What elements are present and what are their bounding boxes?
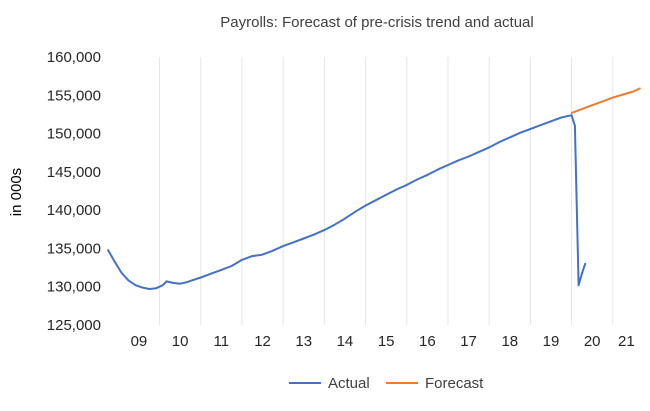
x-axis-ticks: 09 10 11 12 13 14 15 16 17 18 19 20 21 bbox=[131, 333, 635, 350]
x-tick-label: 21 bbox=[618, 333, 635, 350]
data-point-forecast bbox=[622, 93, 624, 96]
x-tick-label: 19 bbox=[543, 333, 560, 350]
x-tick-label: 12 bbox=[254, 333, 271, 350]
data-point-forecast bbox=[639, 87, 641, 90]
data-point-actual bbox=[375, 199, 377, 202]
data-point-actual bbox=[344, 217, 346, 220]
x-tick-label: 18 bbox=[501, 333, 518, 350]
y-tick-label: 155,000 bbox=[47, 87, 101, 104]
data-point-actual bbox=[333, 223, 336, 226]
data-point-actual bbox=[120, 272, 123, 274]
data-point-actual bbox=[141, 286, 144, 289]
data-point-forecast bbox=[591, 104, 594, 107]
series-line-forecast bbox=[571, 87, 641, 114]
data-point-actual bbox=[241, 259, 243, 261]
x-tick-label: 17 bbox=[460, 333, 477, 350]
x-tick-label: 14 bbox=[337, 333, 354, 350]
y-tick-label: 130,000 bbox=[47, 279, 101, 296]
y-tick-label: 160,000 bbox=[47, 49, 101, 66]
data-point-actual bbox=[220, 269, 223, 271]
data-point-actual bbox=[148, 288, 151, 290]
data-point-forecast bbox=[611, 96, 614, 99]
data-point-actual bbox=[364, 204, 367, 207]
y-axis-label: in 000s bbox=[8, 168, 25, 216]
data-point-actual bbox=[230, 265, 233, 267]
y-tick-label: 125,000 bbox=[47, 317, 101, 334]
x-tick-label: 10 bbox=[172, 333, 189, 350]
y-tick-label: 135,000 bbox=[47, 240, 101, 257]
x-tick-label: 15 bbox=[378, 333, 395, 350]
data-point-actual bbox=[354, 210, 357, 213]
data-point-forecast bbox=[601, 100, 604, 103]
data-point-actual bbox=[385, 193, 388, 196]
data-point-actual bbox=[251, 255, 254, 257]
data-point-actual bbox=[457, 159, 460, 162]
data-point-actual bbox=[134, 284, 137, 287]
data-point-actual bbox=[519, 131, 521, 134]
data-point-actual bbox=[574, 125, 576, 127]
data-point-actual bbox=[478, 151, 480, 153]
data-point-actual bbox=[161, 284, 164, 287]
x-tick-label: 16 bbox=[419, 333, 436, 350]
data-point-actual bbox=[560, 116, 563, 119]
data-point-actual bbox=[577, 284, 580, 287]
legend-label-forecast: Forecast bbox=[425, 375, 484, 392]
data-point-actual bbox=[447, 164, 449, 166]
data-point-actual bbox=[488, 146, 491, 149]
data-point-actual bbox=[165, 280, 168, 283]
data-point-actual bbox=[539, 124, 542, 126]
data-point-actual bbox=[395, 188, 398, 191]
data-point-actual bbox=[114, 261, 116, 264]
data-point-actual bbox=[529, 128, 532, 130]
legend: Actual Forecast bbox=[289, 375, 484, 392]
data-point-actual bbox=[155, 287, 158, 290]
data-point-actual bbox=[282, 245, 284, 248]
data-point-actual bbox=[550, 120, 552, 123]
data-point-actual bbox=[210, 272, 212, 275]
data-point-actual bbox=[271, 249, 274, 252]
series-lines bbox=[107, 87, 641, 290]
data-point-actual bbox=[261, 253, 264, 256]
data-point-actual bbox=[107, 249, 109, 251]
y-tick-label: 145,000 bbox=[47, 164, 101, 181]
data-point-actual bbox=[570, 114, 573, 117]
data-point-actual bbox=[508, 136, 511, 139]
data-point-actual bbox=[498, 141, 501, 143]
data-point-actual bbox=[426, 174, 429, 176]
data-point-actual bbox=[467, 155, 470, 158]
x-tick-label: 20 bbox=[584, 333, 601, 350]
y-tick-label: 150,000 bbox=[47, 126, 101, 143]
x-tick-label: 09 bbox=[131, 333, 148, 350]
chart-title: Payrolls: Forecast of pre-crisis trend a… bbox=[220, 14, 533, 31]
data-point-forecast bbox=[570, 112, 573, 114]
data-point-actual bbox=[179, 282, 182, 285]
data-point-forecast bbox=[581, 108, 583, 110]
gridlines bbox=[159, 57, 614, 325]
data-point-actual bbox=[581, 272, 583, 275]
data-point-actual bbox=[186, 281, 189, 283]
data-point-actual bbox=[199, 276, 202, 279]
y-axis-ticks: 125,000 130,000 135,000 140,000 145,000 150,0… bbox=[47, 49, 101, 334]
data-point-actual bbox=[127, 279, 130, 282]
data-point-forecast bbox=[632, 90, 635, 93]
data-point-actual bbox=[405, 184, 408, 186]
data-point-actual bbox=[436, 168, 439, 171]
data-point-actual bbox=[172, 282, 175, 284]
data-point-actual bbox=[584, 262, 587, 265]
data-point-actual bbox=[292, 241, 295, 244]
data-point-actual bbox=[416, 178, 418, 181]
data-point-actual bbox=[302, 237, 305, 240]
data-point-actual bbox=[323, 229, 326, 232]
x-tick-label: 13 bbox=[295, 333, 312, 350]
data-point-actual bbox=[192, 278, 195, 281]
legend-label-actual: Actual bbox=[328, 375, 370, 392]
series-line-actual bbox=[107, 114, 587, 290]
y-tick-label: 140,000 bbox=[47, 202, 101, 219]
data-point-actual bbox=[313, 233, 315, 236]
x-tick-label: 11 bbox=[214, 333, 230, 350]
